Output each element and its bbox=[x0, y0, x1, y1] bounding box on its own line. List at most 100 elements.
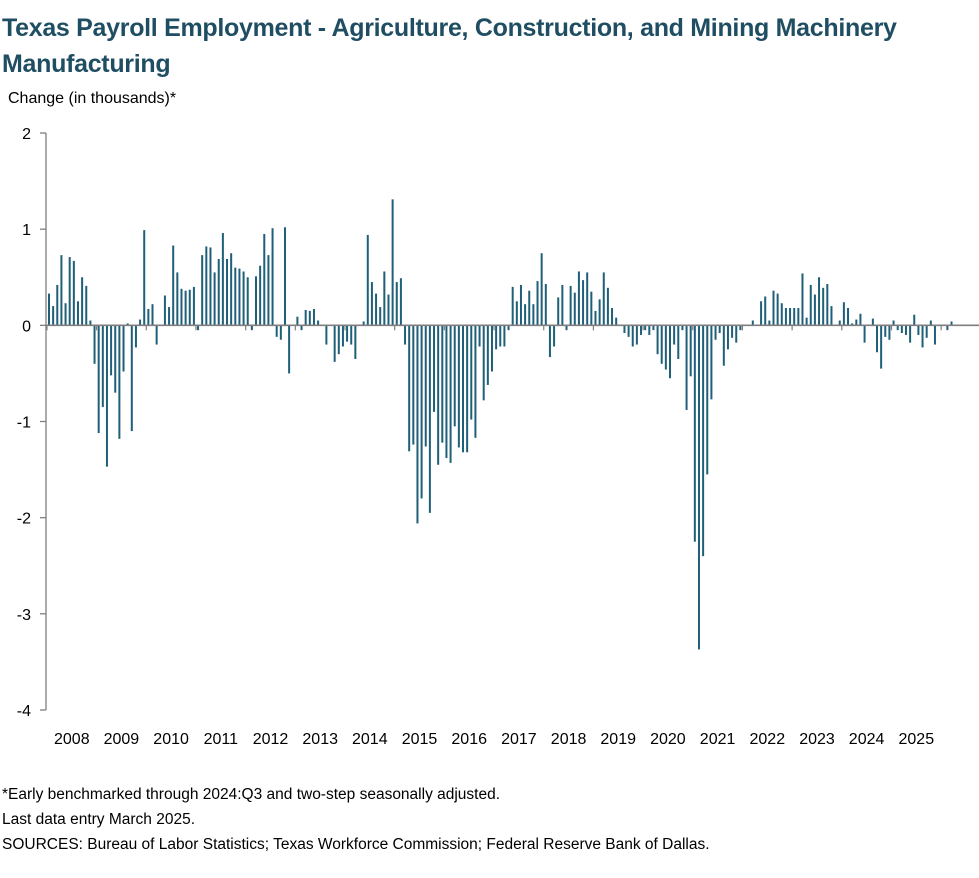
bar bbox=[445, 325, 448, 459]
bar bbox=[631, 325, 634, 347]
bar bbox=[168, 307, 171, 326]
bar bbox=[904, 325, 907, 335]
bar bbox=[97, 325, 100, 434]
y-tick-label: 2 bbox=[22, 126, 31, 143]
bar bbox=[714, 325, 717, 340]
bar bbox=[780, 303, 783, 326]
bar bbox=[822, 287, 825, 326]
x-tick-label: 2011 bbox=[204, 731, 239, 748]
bar bbox=[68, 257, 71, 326]
bar bbox=[246, 277, 249, 326]
bar bbox=[826, 283, 829, 326]
bar bbox=[255, 276, 257, 326]
x-tick-label: 2012 bbox=[253, 731, 289, 748]
bar bbox=[664, 325, 667, 370]
bar bbox=[404, 325, 407, 345]
bar bbox=[644, 325, 647, 331]
x-tick-label: 2008 bbox=[54, 731, 90, 748]
bar bbox=[304, 309, 307, 326]
bar bbox=[706, 325, 709, 475]
bar bbox=[76, 301, 79, 326]
bar bbox=[586, 272, 589, 326]
bar bbox=[507, 325, 510, 331]
bar bbox=[503, 325, 506, 347]
bar bbox=[226, 258, 229, 326]
bar bbox=[594, 310, 597, 326]
bar bbox=[838, 320, 841, 326]
bar bbox=[656, 325, 659, 355]
bar bbox=[462, 325, 464, 453]
bar bbox=[379, 307, 382, 326]
bar bbox=[793, 308, 796, 326]
bar bbox=[48, 293, 50, 326]
bar bbox=[760, 301, 763, 326]
bar bbox=[312, 308, 315, 326]
bar bbox=[279, 325, 282, 340]
bar bbox=[565, 325, 568, 331]
bar bbox=[536, 281, 539, 326]
bar bbox=[921, 325, 924, 348]
bar bbox=[308, 310, 311, 326]
x-tick-label: 2020 bbox=[650, 731, 686, 748]
bar bbox=[735, 325, 738, 343]
bar bbox=[188, 289, 191, 326]
bar bbox=[449, 325, 452, 463]
bar bbox=[511, 286, 514, 326]
bar bbox=[408, 325, 411, 452]
bar bbox=[482, 325, 485, 401]
bar bbox=[842, 302, 845, 326]
bar bbox=[929, 320, 932, 326]
bar bbox=[56, 284, 59, 326]
bar bbox=[871, 318, 874, 326]
bar bbox=[818, 277, 821, 326]
bar bbox=[205, 246, 208, 326]
bar bbox=[851, 323, 854, 326]
bar bbox=[677, 325, 680, 359]
bar bbox=[176, 272, 179, 326]
bar bbox=[718, 325, 721, 334]
bar bbox=[81, 277, 84, 326]
bar bbox=[685, 325, 688, 410]
bar bbox=[101, 325, 104, 408]
y-tick-label: -2 bbox=[17, 511, 31, 528]
bar bbox=[85, 285, 88, 326]
bar bbox=[689, 325, 692, 377]
bar bbox=[557, 297, 560, 326]
bar bbox=[420, 325, 423, 499]
bar bbox=[681, 325, 684, 331]
bar bbox=[569, 285, 572, 326]
bar bbox=[548, 325, 551, 358]
x-tick-label: 2025 bbox=[899, 731, 935, 748]
x-tick-label: 2016 bbox=[451, 731, 487, 748]
bar bbox=[532, 304, 535, 326]
bar bbox=[900, 325, 903, 334]
bar bbox=[652, 325, 655, 331]
bar bbox=[105, 325, 108, 467]
bar bbox=[627, 325, 630, 337]
bar bbox=[577, 271, 580, 326]
bar bbox=[726, 325, 729, 350]
bar bbox=[118, 325, 121, 439]
bar bbox=[528, 290, 531, 326]
bar bbox=[163, 295, 166, 326]
bar bbox=[296, 316, 299, 326]
bar bbox=[611, 308, 614, 326]
bar bbox=[880, 325, 883, 369]
bar bbox=[197, 325, 200, 331]
bar bbox=[561, 284, 564, 326]
bar bbox=[789, 308, 792, 326]
bar bbox=[412, 325, 415, 445]
bar bbox=[635, 325, 638, 345]
bar bbox=[573, 292, 576, 326]
bar bbox=[602, 272, 605, 326]
y-axis-label: Change (in thousands)* bbox=[8, 90, 177, 107]
x-tick-label: 2009 bbox=[104, 731, 140, 748]
bar bbox=[946, 325, 949, 331]
bar bbox=[913, 314, 916, 326]
bar bbox=[395, 282, 398, 326]
bar bbox=[909, 325, 912, 343]
bar bbox=[776, 293, 779, 326]
x-tick-label: 2013 bbox=[302, 731, 338, 748]
bars-layer bbox=[48, 199, 953, 650]
bar bbox=[809, 284, 812, 326]
